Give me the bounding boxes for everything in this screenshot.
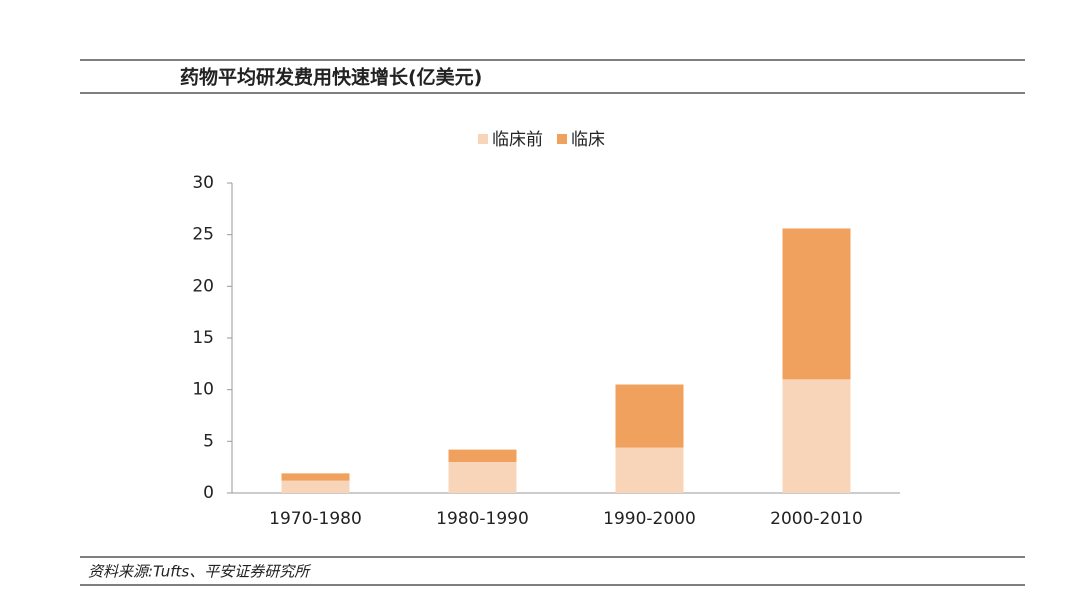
x-tick-label: 2000-2010 [770, 509, 863, 529]
y-tick-label: 10 [192, 380, 214, 400]
legend-label: 临床前 [492, 130, 543, 150]
bar-segment [281, 480, 350, 493]
chart-title: 药物平均研发费用快速增长(亿美元) [180, 66, 482, 89]
legend-label: 临床 [571, 130, 605, 150]
legend-swatch [478, 134, 488, 144]
source-note: 资料来源:Tufts、平安证券研究所 [88, 563, 311, 581]
bar-segment [448, 449, 517, 462]
y-tick-label: 25 [192, 225, 214, 245]
bar-segment [782, 379, 851, 493]
x-tick-label: 1990-2000 [603, 509, 696, 529]
bar-segment [615, 447, 684, 493]
y-tick-label: 30 [192, 173, 214, 193]
y-tick-label: 0 [203, 483, 214, 503]
bar-segment [448, 462, 517, 493]
y-tick-label: 20 [192, 276, 214, 296]
y-tick-label: 5 [203, 431, 214, 451]
x-tick-label: 1980-1990 [436, 509, 529, 529]
bar-segment [281, 473, 350, 481]
legend-swatch [557, 134, 567, 144]
bar-segment [782, 228, 851, 380]
x-tick-label: 1970-1980 [269, 509, 362, 529]
y-tick-label: 15 [192, 328, 214, 348]
bar-segment [615, 384, 684, 448]
